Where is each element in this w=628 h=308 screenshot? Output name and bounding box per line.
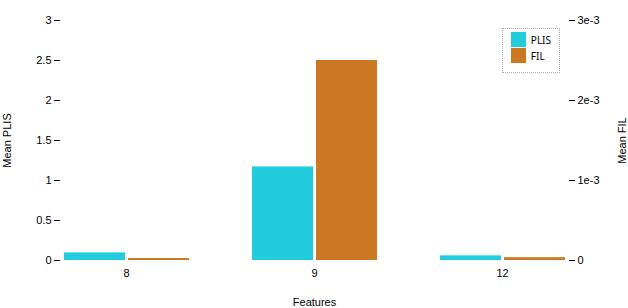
html-text:FIL: FIL — [530, 48, 545, 63]
svg-text:1e-3: 1e-3 — [578, 174, 600, 186]
svg-text:1.5: 1.5 — [36, 134, 51, 146]
svg-text:Features: Features — [293, 296, 337, 308]
svg-text:12: 12 — [496, 267, 508, 279]
html-text:PLIS: PLIS — [530, 32, 551, 47]
svg-text:Mean PLIS: Mean PLIS — [1, 113, 13, 167]
svg-text:3: 3 — [45, 14, 51, 26]
svg-text:0: 0 — [45, 254, 51, 266]
svg-text:8: 8 — [123, 267, 129, 279]
svg-text:0: 0 — [578, 254, 584, 266]
svg-text:Mean FIL: Mean FIL — [616, 117, 628, 163]
svg-text:2e-3: 2e-3 — [578, 94, 600, 106]
svg-text:1: 1 — [45, 174, 51, 186]
svg-text:0.5: 0.5 — [36, 214, 51, 226]
svg-text:2.5: 2.5 — [36, 54, 51, 66]
svg-text:3e-3: 3e-3 — [578, 14, 600, 26]
svg-text:9: 9 — [311, 267, 317, 279]
svg-text:2: 2 — [45, 94, 51, 106]
